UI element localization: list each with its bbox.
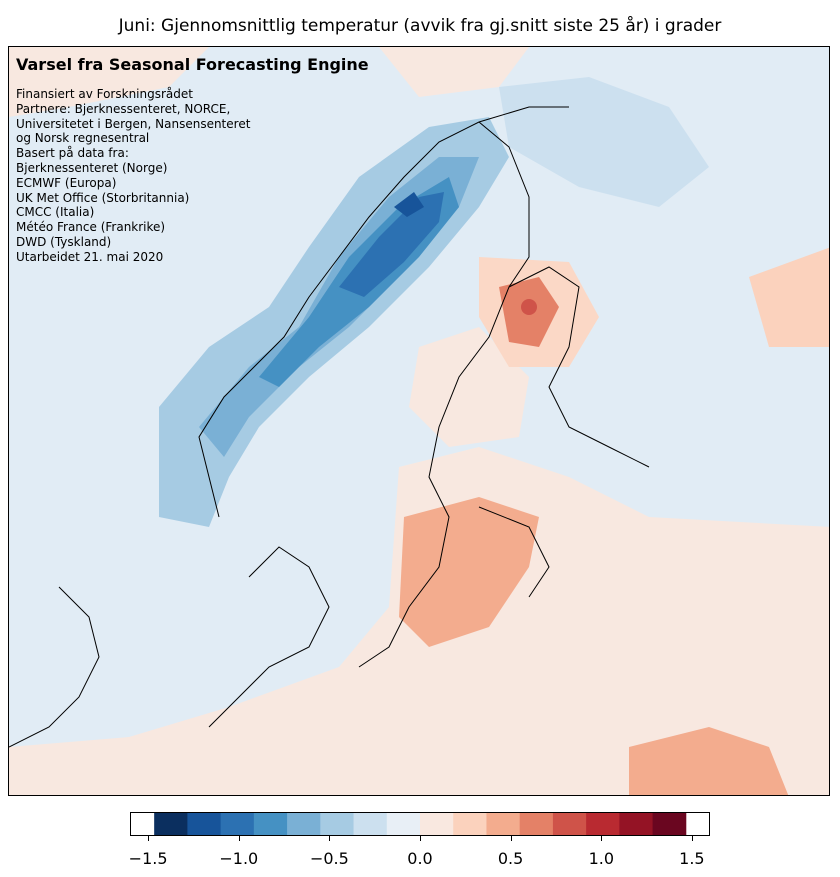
colorbar-segment [353,813,388,835]
colorbar-segment [586,813,620,835]
warm-zone-north [379,47,529,97]
colorbar-segment [220,813,255,835]
info-line: DWD (Tyskland) [16,234,112,249]
colorbar-segment [453,813,487,835]
coastline-denmark [208,546,330,728]
colorbar-tick-mark [238,836,240,841]
colorbar-tick-mark [148,836,150,841]
colorbar [130,812,710,836]
cool-zone-barents [499,77,709,207]
colorbar-segment [253,813,288,835]
cool-zone-norway-peak [394,192,424,217]
colorbar-segment [386,813,421,835]
colorbar-tick-mark [420,836,421,841]
colorbar-tick-label: 0.0 [407,849,433,868]
colorbar-segment [154,813,188,835]
colorbar-segment [552,813,587,835]
colorbar-segment [187,813,222,835]
info-line: og Norsk regnesentral [16,131,150,146]
warm-zone-baltic [399,497,539,647]
colorbar-segment [486,813,521,835]
coastline-baltic-states [478,506,550,598]
forecast-heading: Varsel fra Seasonal Forecasting Engine [16,55,369,74]
info-line: Utarbeidet 21. mai 2020 [16,249,164,264]
info-line: Basert på data fra: [16,146,129,161]
colorbar-tick-label: 1.5 [679,849,705,868]
colorbar-segment [519,813,554,835]
info-line: CMCC (Italia) [16,205,95,220]
info-line: UK Met Office (Storbritannia) [16,190,190,205]
warm-zone-southeast [629,727,789,795]
info-line: Bjerknessenteret (Norge) [16,160,168,175]
colorbar-tick-mark [329,836,331,841]
info-line: Partnere: Bjerknessenteret, NORCE, [16,101,231,116]
info-line: Météo France (Frankrike) [16,220,166,235]
map-title: Juni: Gjennomsnittlig temperatur (avvik … [118,16,722,36]
info-line: Finansiert av Forskningsrådet [16,87,193,101]
warm-zone-sweden [409,327,529,447]
warm-zone-northwest [9,47,209,117]
colorbar-tick-label: 0.5 [497,849,524,868]
colorbar-tick-label: 1.0 [588,849,615,868]
colorbar-segment [287,813,321,835]
coastline-finland [508,266,650,468]
info-line: ECMWF (Europa) [16,175,117,190]
info-box: Varsel fra Seasonal Forecasting Engine F… [16,55,369,265]
colorbar-segment [619,813,654,835]
anomaly-map [9,47,829,795]
colorbar-tick-mark [691,836,693,841]
warm-spot-lapland [521,299,537,315]
colorbar-tick-label: −1.5 [128,849,168,868]
colorbar-tick-mark [510,836,512,841]
info-line: Universitetet i Bergen, Nansensenteret [16,116,251,131]
colorbar-tick-label: −1.0 [219,849,259,868]
colorbar-segment [420,813,454,835]
map-panel [8,46,830,796]
coastline-norway [198,106,569,518]
colorbar-tick-label: −0.5 [309,849,349,868]
coastline-sweden [358,121,530,668]
colorbar-segment [320,813,354,835]
warm-zone-russia [749,247,829,347]
cool-zone-norway-core [339,192,444,297]
colorbar-tick-mark [601,836,603,841]
coastline-britain [9,586,100,748]
colorbar-segment [652,813,687,835]
